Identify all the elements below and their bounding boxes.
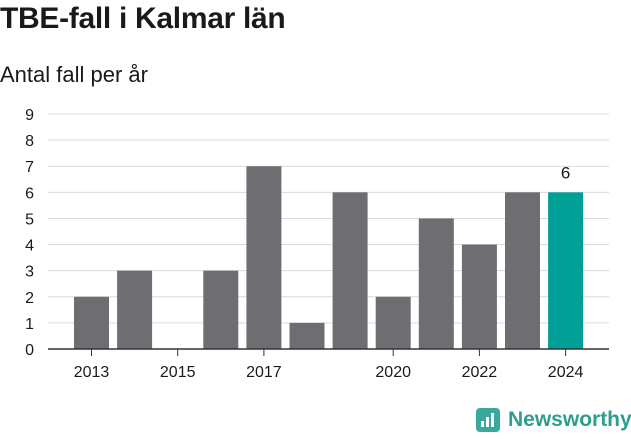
data-label: 6 — [561, 163, 570, 182]
bar-2019 — [332, 192, 368, 349]
bar-2021 — [418, 218, 454, 349]
y-tick-label: 5 — [25, 211, 34, 228]
y-tick-label: 2 — [25, 290, 34, 307]
x-tick-label: 2022 — [462, 364, 498, 381]
y-tick-label: 6 — [25, 185, 34, 202]
x-tick-label: 2024 — [548, 364, 584, 381]
y-tick-label: 1 — [25, 316, 34, 333]
bar-2013 — [74, 296, 109, 349]
y-tick-label: 8 — [25, 133, 34, 150]
bar-2024 — [548, 192, 584, 349]
y-tick-label: 7 — [25, 159, 34, 176]
chart-title: TBE-fall i Kalmar län — [0, 2, 286, 35]
brand-name: Newsworthy — [508, 408, 631, 431]
bar-2020 — [375, 296, 411, 349]
bar-2022 — [461, 244, 497, 349]
x-tick-label: 2013 — [74, 364, 110, 381]
bar-2023 — [505, 192, 540, 349]
y-tick-label: 4 — [25, 238, 34, 255]
y-tick-label: 9 — [25, 107, 34, 124]
bar-2014 — [117, 270, 153, 349]
chart-subtitle: Antal fall per år — [0, 62, 148, 87]
x-tick-label: 2017 — [246, 364, 282, 381]
bar-2016 — [203, 270, 239, 349]
y-tick-label: 0 — [25, 342, 34, 359]
y-tick-label: 3 — [25, 264, 34, 281]
bar-chart: 0 1 2 3 4 5 6 7 8 9 6 2013 2015 2017 2020 2022 2024 — [25, 107, 609, 381]
brand-logo: Newsworthy — [476, 408, 631, 432]
x-tick-label: 2015 — [160, 364, 196, 381]
bar-2017 — [246, 166, 282, 349]
bar-2018 — [289, 322, 325, 349]
x-tick-label: 2020 — [375, 364, 411, 381]
newsworthy-logo-icon — [476, 408, 500, 432]
